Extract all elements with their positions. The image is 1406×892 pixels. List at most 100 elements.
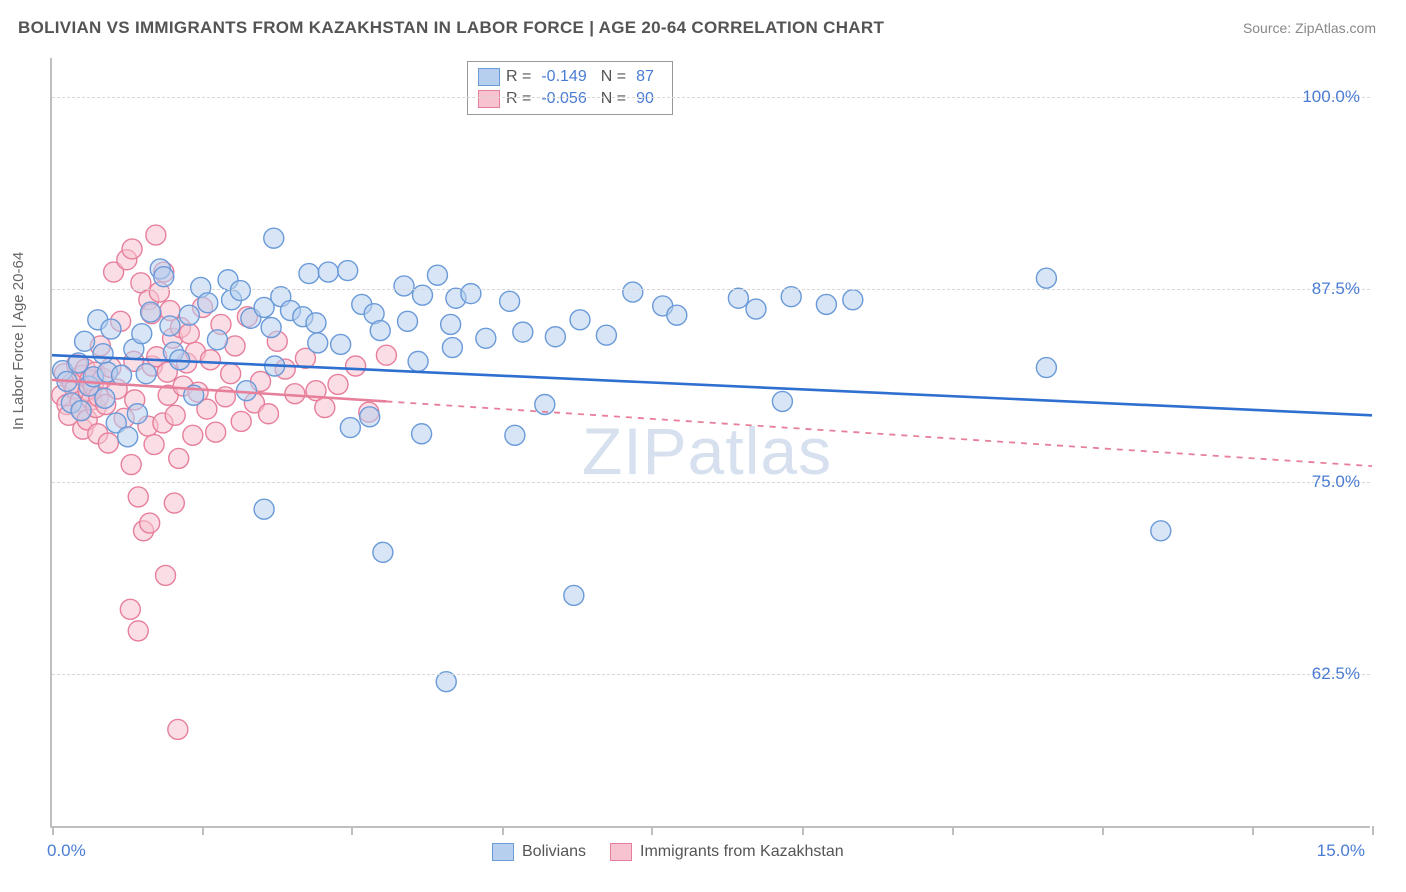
data-point [331,334,351,354]
data-point [596,325,616,345]
data-point [843,290,863,310]
data-point [667,305,687,325]
data-point [328,374,348,394]
data-point [140,513,160,533]
data-point [285,384,305,404]
gridline [52,97,1370,98]
x-tick [502,826,504,835]
data-point [505,425,525,445]
data-point [408,351,428,371]
data-point [146,225,166,245]
data-point [308,333,328,353]
data-point [198,293,218,313]
x-tick [351,826,353,835]
legend-swatch-icon [492,843,514,861]
y-tick-label: 75.0% [1312,472,1360,492]
x-tick [952,826,954,835]
data-point [231,411,251,431]
data-point [132,324,152,344]
data-point [570,310,590,330]
x-tick [1102,826,1104,835]
x-tick [1372,826,1374,835]
data-point [179,324,199,344]
data-point [340,418,360,438]
data-point [370,321,390,341]
data-point [299,264,319,284]
data-point [500,291,520,311]
gridline [52,674,1370,675]
data-point [156,565,176,585]
x-tick-label: 0.0% [47,841,86,861]
data-point [93,344,113,364]
data-point [160,316,180,336]
data-point [168,719,188,739]
legend-item-kazakhstan: Immigrants from Kazakhstan [610,843,844,861]
data-point [412,424,432,444]
data-point [120,599,140,619]
data-point [165,405,185,425]
legend-label: Bolivians [522,843,586,861]
data-point [112,365,132,385]
data-point [315,398,335,418]
source-label: Source: ZipAtlas.com [1243,20,1376,36]
x-tick [651,826,653,835]
data-point [95,388,115,408]
data-point [376,345,396,365]
data-point [183,425,203,445]
x-tick [52,826,54,835]
data-point [230,281,250,301]
x-tick [1252,826,1254,835]
data-point [179,305,199,325]
data-point [513,322,533,342]
data-point [338,261,358,281]
plot-area: ZIPatlas R = -0.149 N = 87 R = -0.056 N … [50,58,1370,828]
data-point [623,282,643,302]
data-point [398,311,418,331]
data-point [136,364,156,384]
data-point [236,381,256,401]
data-point [728,288,748,308]
data-point [118,427,138,447]
data-point [71,401,91,421]
data-point [772,391,792,411]
data-point [264,228,284,248]
data-point [318,262,338,282]
data-point [346,356,366,376]
chart-title: BOLIVIAN VS IMMIGRANTS FROM KAZAKHSTAN I… [18,18,884,38]
scatter-svg [52,58,1370,826]
x-tick-label: 15.0% [1317,841,1365,861]
data-point [746,299,766,319]
gridline [52,482,1370,483]
data-point [122,239,142,259]
data-point [127,404,147,424]
data-point [221,364,241,384]
legend-swatch-icon [610,843,632,861]
legend-label: Immigrants from Kazakhstan [640,843,844,861]
data-point [427,265,447,285]
data-point [200,350,220,370]
series-legend: Bolivians Immigrants from Kazakhstan [492,843,844,861]
data-point [1036,268,1056,288]
data-point [360,407,380,427]
data-point [1036,358,1056,378]
data-point [169,448,189,468]
data-point [121,455,141,475]
data-point [98,433,118,453]
y-tick-label: 87.5% [1312,279,1360,299]
data-point [476,328,496,348]
data-point [141,302,161,322]
data-point [394,276,414,296]
data-point [207,330,227,350]
data-point [75,331,95,351]
data-point [144,435,164,455]
data-point [373,542,393,562]
data-point [545,327,565,347]
data-point [461,284,481,304]
data-point [442,338,462,358]
legend-item-bolivians: Bolivians [492,843,586,861]
data-point [258,404,278,424]
data-point [154,267,174,287]
y-axis-label: In Labor Force | Age 20-64 [10,252,27,430]
data-point [261,318,281,338]
x-tick [202,826,204,835]
